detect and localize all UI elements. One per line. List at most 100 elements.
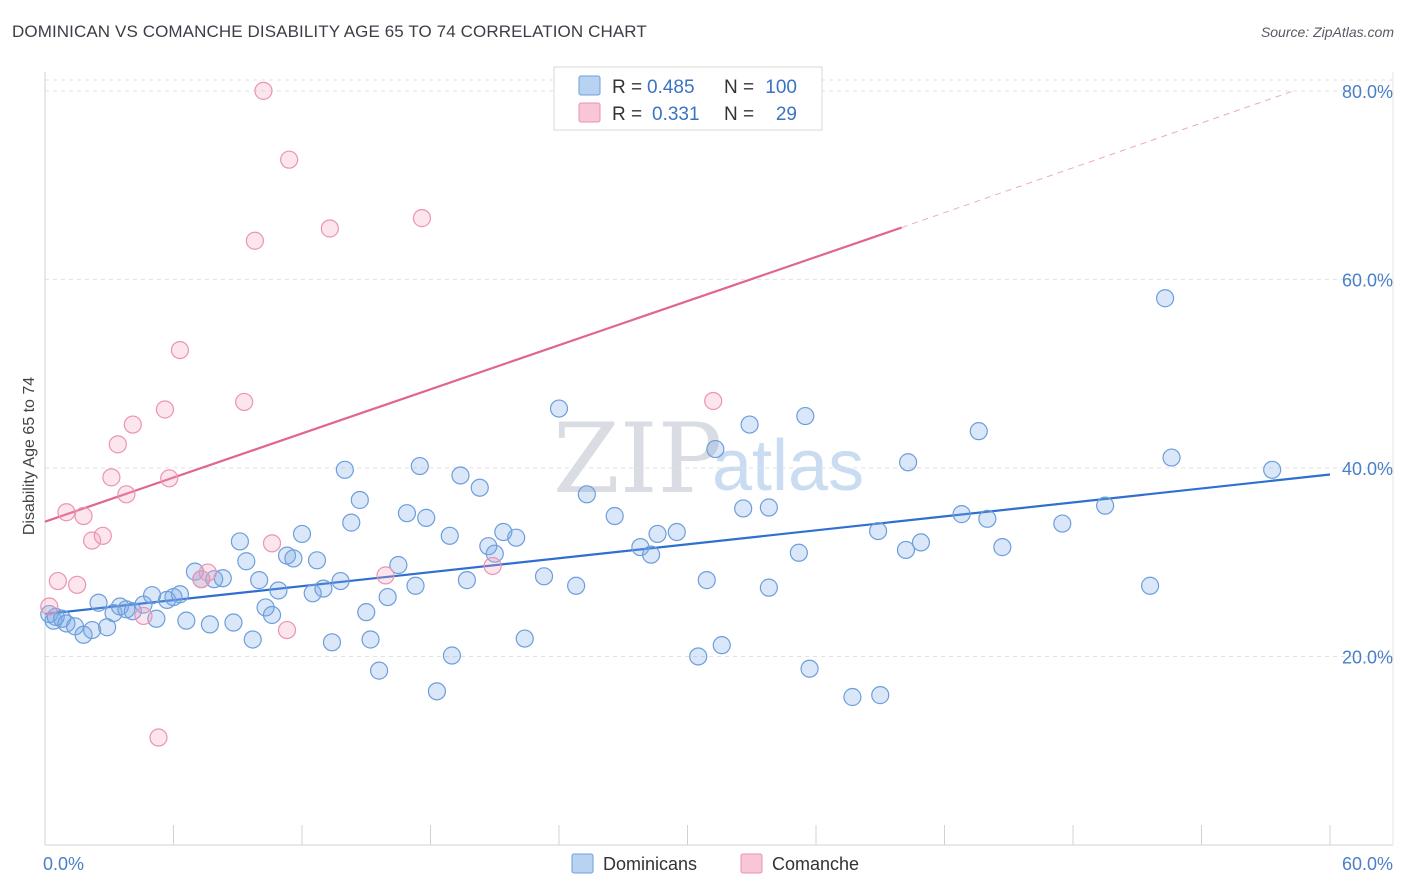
dominicans-point-43 <box>342 513 361 532</box>
legend-label-dominicans: Dominicans <box>603 854 697 874</box>
comanche-point-5 <box>83 531 102 550</box>
comanche-point-8 <box>108 435 127 454</box>
dominicans-point-50 <box>397 504 417 523</box>
y-axis-label: Disability Age 65 to 74 <box>21 377 38 535</box>
comanche-point-24 <box>320 219 339 238</box>
stats-swatch-comanche <box>578 102 601 123</box>
comanche-point-7 <box>102 468 121 487</box>
y-tick-label-60: 60.0% <box>1342 270 1393 290</box>
comanche-point-23 <box>280 150 299 169</box>
dominicans-point-96 <box>1096 496 1115 515</box>
dominicans-point-92 <box>969 422 988 441</box>
x-tick-label-min: 0.0% <box>43 854 84 874</box>
dominicans-point-55 <box>440 526 459 545</box>
dominicans-point-69 <box>605 506 624 526</box>
dominicans-point-39 <box>314 579 333 598</box>
dominicans-point-53 <box>417 508 436 527</box>
trend-lines <box>44 90 1331 616</box>
dominicans-point-86 <box>869 521 888 541</box>
dominicans-point-57 <box>451 466 470 485</box>
dominicans-point-40 <box>322 633 342 652</box>
dominicans-point-76 <box>706 439 725 459</box>
comanche-point-6 <box>93 526 112 545</box>
y-tick-label-20: 20.0% <box>1342 647 1393 667</box>
stats-r-label-dominicans: R = <box>612 77 642 98</box>
dominicans-point-75 <box>697 571 716 590</box>
dominicans-trend-line <box>44 473 1331 616</box>
dominicans-point-67 <box>567 576 586 595</box>
dominicans-point-95 <box>1053 514 1072 533</box>
dominicans-point-49 <box>389 555 408 575</box>
legend-label-comanche: Comanche <box>772 854 859 874</box>
watermark-atlas: atlas <box>712 426 864 506</box>
dominicans-point-7 <box>83 620 102 640</box>
dominicans-point-37 <box>303 584 322 603</box>
dominicans-point-35 <box>284 549 303 568</box>
comanche-point-26 <box>412 209 432 228</box>
dominicans-point-32 <box>262 605 282 625</box>
x-tick-label-max: 60.0% <box>1342 854 1393 874</box>
dominicans-point-70 <box>631 538 650 557</box>
dominicans-point-13 <box>123 602 142 621</box>
dominicans-point-64 <box>515 629 534 648</box>
comanche-point-11 <box>134 606 153 626</box>
dominicans-point-38 <box>307 551 327 570</box>
comanche-point-28 <box>704 391 723 411</box>
dominicans-point-19 <box>170 585 190 604</box>
dominicans-points <box>40 289 1282 707</box>
dominicans-point-46 <box>361 630 380 649</box>
watermark-zip: ZIP <box>553 403 722 515</box>
dominicans-point-54 <box>427 682 447 701</box>
stats-swatch-dominicans <box>578 75 601 96</box>
dominicans-point-2 <box>46 607 65 626</box>
dominicans-point-31 <box>256 598 275 617</box>
dominicans-point-97 <box>1140 576 1160 595</box>
dominicans-point-23 <box>200 615 220 634</box>
dominicans-point-30 <box>250 571 269 590</box>
stats-n-value-dominicans: 100 <box>765 77 797 98</box>
comanche-point-3 <box>68 575 87 594</box>
dominicans-point-90 <box>911 533 931 552</box>
comanche-point-27 <box>483 556 502 576</box>
comanche-point-25 <box>376 566 395 585</box>
y-tick-labels: 20.0% 40.0% 60.0% 80.0% <box>1342 82 1393 668</box>
stats-r-value-dominicans: 0.485 <box>647 77 695 98</box>
dominicans-point-47 <box>370 661 389 680</box>
dominicans-point-58 <box>457 571 477 590</box>
dominicans-point-45 <box>357 603 376 622</box>
dominicans-point-28 <box>237 552 256 571</box>
chart-title: DOMINICAN VS COMANCHE DISABILITY AGE 65 … <box>12 22 647 41</box>
stats-n-label-comanche: N = <box>724 104 754 125</box>
dominicans-point-15 <box>142 586 162 605</box>
dominicans-point-41 <box>331 571 350 591</box>
comanche-point-20 <box>254 81 273 100</box>
dominicans-point-100 <box>1263 460 1282 479</box>
comanche-point-14 <box>160 469 179 488</box>
comanche-points <box>40 81 723 747</box>
dominicans-point-68 <box>577 485 596 504</box>
comanche-point-19 <box>245 231 264 250</box>
source-label: Source: ZipAtlas.com <box>1260 24 1394 40</box>
dominicans-point-65 <box>534 567 554 586</box>
dominicans-point-99 <box>1162 448 1181 467</box>
dominicans-point-84 <box>800 659 819 678</box>
comanche-point-10 <box>123 415 142 434</box>
dominicans-point-51 <box>406 576 425 595</box>
dominicans-point-85 <box>843 687 862 707</box>
dominicans-point-6 <box>74 625 93 644</box>
dominicans-point-83 <box>796 406 815 426</box>
dominicans-point-98 <box>1155 289 1175 308</box>
legend-swatch-comanche <box>740 853 763 874</box>
dominicans-point-81 <box>759 498 778 517</box>
dominicans-point-77 <box>712 636 731 655</box>
dominicans-point-72 <box>648 524 667 544</box>
dominicans-point-74 <box>689 647 708 666</box>
dominicans-point-88 <box>896 540 916 560</box>
comanche-point-22 <box>277 620 297 640</box>
comanche-point-1 <box>48 571 67 591</box>
dominicans-point-52 <box>410 456 429 476</box>
dominicans-point-80 <box>759 578 778 597</box>
comanche-point-4 <box>74 506 93 526</box>
dominicans-point-36 <box>292 524 312 544</box>
